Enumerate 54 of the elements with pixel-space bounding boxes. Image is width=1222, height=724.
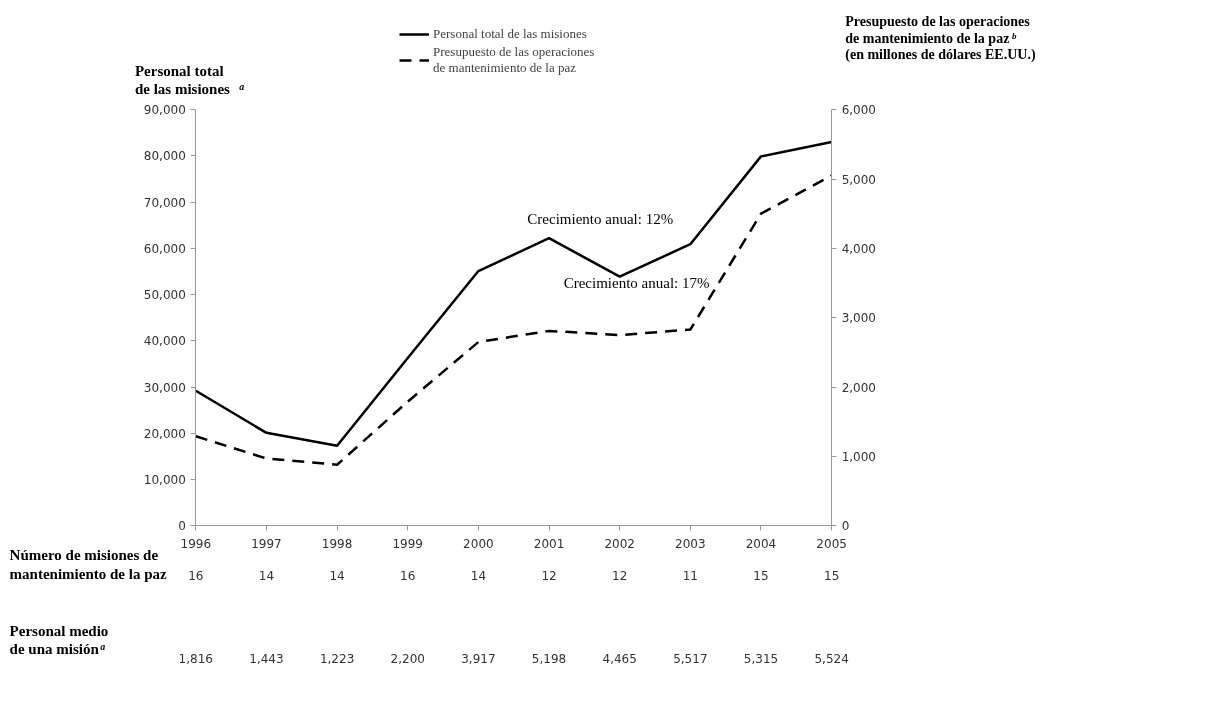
y2-tick-label: 6,000 (841, 103, 876, 118)
y2-tick-label: 1,000 (841, 449, 876, 464)
y-tick-label: 20,000 (143, 426, 186, 441)
annotation: Crecimiento anual: 12% (527, 210, 674, 227)
y-tick-label: 0 (178, 519, 186, 534)
text: 1,443 (249, 651, 284, 666)
y-tick-label: 40,000 (143, 334, 186, 349)
text: 14 (470, 569, 487, 584)
y2-tick-label: 4,000 (841, 241, 876, 256)
x-tick-label: 2003 (675, 536, 706, 551)
x-tick-label: 2001 (533, 536, 565, 551)
text: 5,315 (743, 651, 779, 666)
legend-label: Personal total de las misiones (433, 26, 587, 42)
x-tick-label: 1996 (180, 536, 212, 551)
y-tick-label: 70,000 (143, 195, 186, 210)
text: 5,517 (673, 651, 708, 666)
text: 5,524 (814, 651, 849, 666)
line-series (194, 140, 833, 448)
text: 16 (400, 569, 416, 584)
x-tick-label: 2000 (463, 536, 494, 551)
x-tick-label: 1999 (392, 536, 424, 551)
y2-tick-label: 0 (841, 519, 850, 534)
text: 14 (258, 569, 275, 584)
text: 3,917 (461, 651, 496, 666)
y-tick-label: 90,000 (143, 103, 186, 118)
text: 2,200 (390, 651, 425, 666)
text: 4,465 (602, 651, 637, 666)
y-tick-label: 50,000 (143, 288, 186, 303)
text: 1,816 (178, 651, 213, 666)
text: Número de misiones de mantenimiento de la paz (9, 546, 167, 582)
y-tick-label: 30,000 (143, 380, 186, 395)
line-series (194, 174, 833, 466)
x-tick-label: 2002 (604, 536, 635, 551)
x-tick-label: 2004 (745, 536, 777, 551)
x-tick-label: 1998 (321, 536, 353, 551)
x-tick-label: 1997 (251, 536, 282, 551)
x-tick-label: 2005 (816, 536, 847, 551)
text: 14 (329, 569, 345, 584)
y2-tick-label: 5,000 (841, 172, 876, 187)
y2-tick-label: 3,000 (841, 311, 876, 326)
y2-tick-label: 2,000 (841, 380, 876, 395)
y-tick-label: 80,000 (143, 149, 186, 164)
text: 12 (541, 569, 557, 584)
text: 5,198 (531, 651, 567, 666)
annotation: Crecimiento anual: 17% (563, 274, 710, 291)
text: 16 (188, 569, 204, 584)
text: 15 (824, 569, 840, 584)
text: 1,223 (319, 651, 355, 666)
legend-label: Presupuesto de las operaciones de mantenimiento de la paz (433, 44, 595, 76)
text: 12 (612, 569, 628, 584)
y-tick-label: 10,000 (143, 473, 186, 488)
text: 15 (753, 569, 769, 584)
text: 11 (682, 569, 698, 584)
y-tick-label: 60,000 (143, 241, 186, 256)
